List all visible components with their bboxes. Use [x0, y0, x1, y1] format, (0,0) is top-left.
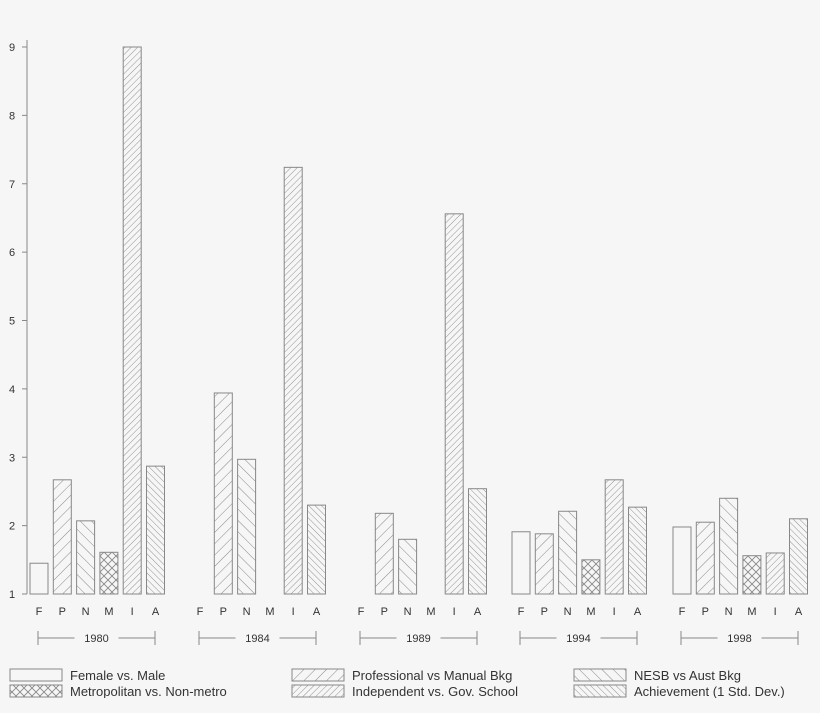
bar-1980-A: [146, 465, 165, 595]
legend-label-M: Metropolitan vs. Non-metro: [70, 684, 227, 699]
group-label-1984: 1984: [245, 633, 269, 645]
category-label: A: [474, 606, 482, 618]
bar-1998-F: [672, 526, 692, 595]
bar-1994-M: [581, 559, 601, 595]
legend-swatch-M: [9, 684, 63, 698]
y-tick-label: 5: [9, 316, 15, 328]
category-label: N: [404, 606, 412, 618]
y-tick-label: 6: [9, 247, 15, 259]
category-label: A: [634, 606, 642, 618]
bar-1984-P: [213, 392, 233, 595]
category-label: F: [679, 606, 686, 618]
bar-1998-M: [742, 555, 762, 595]
category-label: I: [131, 606, 134, 618]
category-label: I: [774, 606, 777, 618]
legend: Female vs. Male Professional vs Manual Bk…: [9, 668, 785, 699]
category-label: N: [243, 606, 251, 618]
category-label: M: [586, 606, 595, 618]
bar-1994-P: [534, 533, 554, 595]
category-label: I: [613, 606, 616, 618]
bar-1984-I: [283, 166, 303, 595]
group-label-1989: 1989: [406, 633, 430, 645]
bar-1998-P: [695, 521, 715, 595]
bar-1994-I: [604, 479, 624, 595]
bar-1984-N: [237, 458, 257, 595]
category-label: F: [358, 606, 365, 618]
legend-label-A: Achievement (1 Std. Dev.): [634, 684, 785, 699]
category-label: P: [541, 606, 548, 618]
category-label: P: [702, 606, 709, 618]
group-label-1998: 1998: [727, 633, 751, 645]
legend-swatch-P: [291, 668, 345, 682]
category-label: A: [313, 606, 321, 618]
category-label: A: [795, 606, 803, 618]
y-tick-label: 7: [9, 179, 15, 191]
bar-1980-N: [76, 520, 96, 595]
legend-label-I: Independent vs. Gov. School: [352, 684, 518, 699]
legend-swatch-F: [9, 668, 63, 682]
legend-swatch-N: [573, 668, 627, 682]
bar-1994-A: [628, 506, 647, 595]
bar-1998-N: [719, 497, 739, 595]
category-label: A: [152, 606, 160, 618]
category-label: F: [36, 606, 43, 618]
legend-swatch-I: [291, 684, 345, 698]
legend-label-P: Professional vs Manual Bkg: [352, 668, 512, 683]
group-label-1994: 1994: [566, 633, 590, 645]
category-label: F: [518, 606, 525, 618]
bar-1989-P: [374, 512, 394, 595]
bar-1980-I: [122, 46, 142, 595]
bars: [29, 46, 808, 595]
y-tick-label: 1: [9, 589, 15, 601]
y-tick-label: 4: [9, 384, 15, 396]
bar-1989-A: [468, 488, 487, 595]
bar-1980-F: [29, 562, 49, 595]
legend-clip-cover: [0, 698, 820, 713]
x-axis-labels: F P N M I A 1980 F P N M I A 1984 F P N M I A 1989 F P N M I A 1994…: [36, 606, 803, 645]
y-tick-label: 8: [9, 110, 15, 122]
category-label: I: [292, 606, 295, 618]
y-tick-label: 2: [9, 521, 15, 533]
bar-1989-N: [398, 538, 418, 595]
category-label: P: [59, 606, 66, 618]
y-axis: 1 2 3 4 5 6 7 8 9: [9, 40, 28, 601]
category-label: M: [426, 606, 435, 618]
bar-1994-N: [558, 510, 578, 595]
bar-1998-A: [789, 518, 808, 595]
category-label: N: [82, 606, 90, 618]
category-label: P: [220, 606, 227, 618]
y-tick-label: 9: [9, 42, 15, 54]
category-label: F: [197, 606, 204, 618]
bar-1998-I: [765, 552, 785, 595]
category-label: M: [747, 606, 756, 618]
bar-1994-F: [511, 531, 531, 595]
legend-label-F: Female vs. Male: [70, 668, 165, 683]
y-tick-label: 3: [9, 452, 15, 464]
legend-swatch-A: [573, 684, 627, 698]
category-label: M: [265, 606, 274, 618]
category-label: N: [564, 606, 572, 618]
bar-1989-I: [444, 213, 464, 595]
bar-1984-A: [307, 504, 326, 595]
legend-label-N: NESB vs Aust Bkg: [634, 668, 741, 683]
bar-1980-M: [99, 551, 119, 595]
category-label: P: [381, 606, 388, 618]
category-label: M: [104, 606, 113, 618]
bar-1980-P: [52, 479, 72, 595]
category-label: I: [453, 606, 456, 618]
group-label-1980: 1980: [84, 633, 108, 645]
category-label: N: [725, 606, 733, 618]
